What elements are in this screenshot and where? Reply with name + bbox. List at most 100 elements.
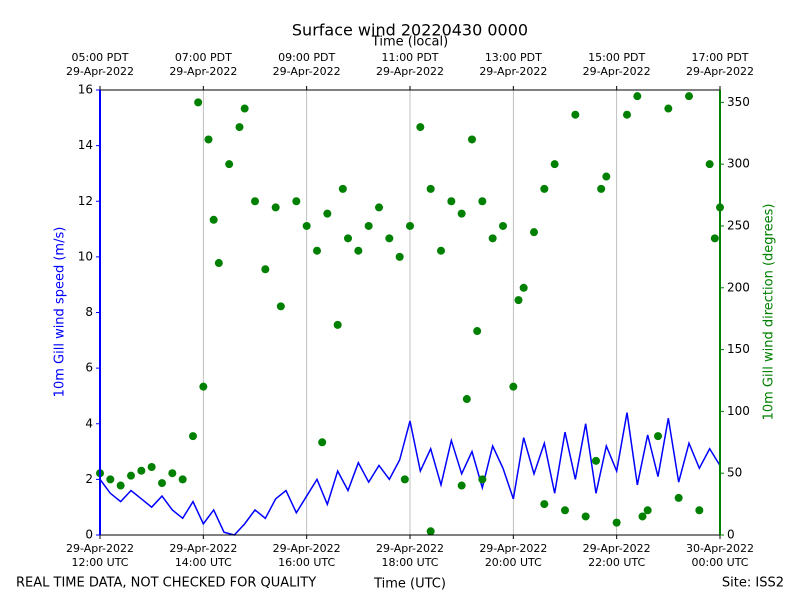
direction-point — [209, 215, 218, 224]
direction-point — [137, 466, 146, 475]
direction-point — [710, 234, 719, 243]
direction-point — [292, 197, 301, 206]
direction-point — [344, 234, 352, 243]
footer-note: REAL TIME DATA, NOT CHECKED FOR QUALITY — [16, 576, 316, 591]
x2-tick-label: 09:00 PDT 29-Apr-2022 — [272, 51, 341, 78]
direction-point — [106, 475, 115, 484]
direction-point — [204, 135, 213, 144]
direction-point — [426, 184, 435, 193]
direction-point — [519, 283, 528, 292]
direction-point — [540, 184, 549, 193]
x2-tick-label: 07:00 PDT 29-Apr-2022 — [169, 51, 238, 78]
direction-point — [168, 469, 177, 478]
direction-point — [550, 160, 559, 169]
direction-point — [147, 463, 156, 472]
direction-point — [375, 203, 383, 212]
direction-point — [597, 184, 606, 193]
y-tick-label: 12 — [78, 194, 93, 208]
x-tick-label: 30-Apr-2022 00:00 UTC — [685, 542, 754, 569]
direction-point — [581, 512, 590, 521]
speed-line — [99, 412, 721, 536]
direction-point — [478, 475, 487, 484]
direction-point — [643, 506, 652, 515]
direction-point — [199, 382, 208, 391]
direction-point — [271, 203, 280, 212]
y2-tick-label: 100 — [727, 404, 750, 418]
direction-point — [457, 209, 466, 218]
y2-tick-label: 150 — [727, 342, 750, 356]
y-tick-label: 4 — [85, 416, 93, 430]
direction-point — [416, 123, 425, 132]
x-tick-label: 29-Apr-2022 22:00 UTC — [582, 542, 651, 569]
direction-point — [571, 110, 580, 119]
direction-point — [530, 228, 538, 237]
y-tick-label: 2 — [85, 472, 93, 486]
y-tick-label: 0 — [85, 528, 93, 542]
direction-point — [478, 197, 487, 206]
y-tick-label: 8 — [85, 305, 93, 319]
direction-point — [406, 221, 414, 230]
direction-point — [194, 98, 203, 107]
y-tick-label: 6 — [85, 361, 93, 375]
direction-point — [400, 475, 409, 484]
y2-tick-label: 0 — [727, 528, 735, 542]
direction-point — [514, 296, 523, 305]
direction-point — [338, 184, 347, 193]
direction-point — [447, 197, 456, 206]
direction-point — [127, 471, 135, 480]
x2-tick-label: 17:00 PDT 29-Apr-2022 — [685, 51, 754, 78]
site-label: Site: ISS2 — [722, 576, 784, 591]
direction-point — [695, 506, 704, 515]
direction-point — [499, 221, 507, 230]
direction-point — [276, 302, 285, 311]
x2-axis-label: Time (local) — [371, 35, 448, 50]
x2-tick-label: 11:00 PDT 29-Apr-2022 — [375, 51, 444, 78]
x2-tick-label: 05:00 PDT 29-Apr-2022 — [65, 51, 134, 78]
direction-point — [158, 479, 166, 488]
direction-point — [354, 246, 363, 255]
y2-tick-label: 200 — [727, 280, 750, 294]
direction-point — [426, 527, 435, 536]
direction-point — [664, 104, 673, 113]
direction-point — [705, 160, 714, 169]
direction-point — [473, 327, 482, 336]
direction-point — [540, 500, 549, 509]
x-axis-label: Time (UTC) — [373, 577, 446, 592]
direction-point — [457, 481, 466, 490]
direction-point — [468, 135, 476, 144]
direction-point — [251, 197, 259, 206]
direction-point — [178, 475, 187, 484]
direction-point — [623, 110, 631, 119]
y2-tick-label: 350 — [727, 95, 750, 109]
direction-point — [592, 456, 600, 465]
direction-point — [602, 172, 611, 181]
direction-point — [214, 259, 223, 268]
x2-tick-label: 15:00 PDT 29-Apr-2022 — [582, 51, 651, 78]
direction-point — [333, 320, 342, 329]
x-tick-label: 29-Apr-2022 18:00 UTC — [375, 542, 444, 569]
y2-axis-label: 10m Gill wind direction (degrees) — [762, 204, 777, 421]
x2-tick-label: 13:00 PDT 29-Apr-2022 — [479, 51, 548, 78]
direction-point — [189, 432, 197, 441]
y-tick-label: 10 — [78, 249, 93, 263]
direction-point — [685, 92, 693, 101]
y2-tick-label: 300 — [727, 157, 750, 171]
direction-point — [240, 104, 249, 113]
direction-point — [654, 432, 662, 441]
y2-tick-label: 250 — [727, 218, 750, 232]
direction-point — [633, 92, 642, 101]
direction-point — [116, 481, 125, 490]
x-tick-label: 29-Apr-2022 16:00 UTC — [272, 542, 341, 569]
x-tick-label: 29-Apr-2022 14:00 UTC — [169, 542, 238, 569]
direction-point — [323, 209, 332, 218]
y-axis-label: 10m Gill wind speed (m/s) — [53, 227, 68, 398]
direction-point — [674, 493, 683, 502]
direction-point — [385, 234, 394, 243]
direction-point — [318, 438, 327, 447]
chart-title: Surface wind 20220430 0000 — [292, 21, 528, 40]
direction-point — [225, 160, 234, 169]
direction-point — [261, 265, 270, 274]
direction-point — [395, 252, 404, 261]
